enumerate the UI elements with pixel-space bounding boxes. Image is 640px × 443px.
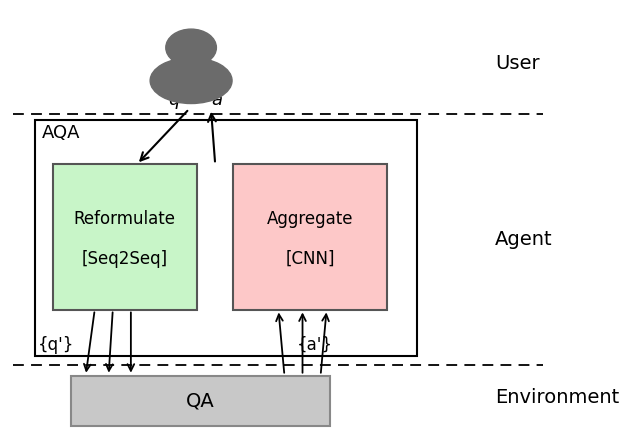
Bar — [35, 120, 417, 356]
Text: Environment: Environment — [495, 388, 620, 407]
Text: {a'}: {a'} — [296, 336, 333, 354]
Text: AQA: AQA — [42, 124, 81, 143]
Text: [Seq2Seq]: [Seq2Seq] — [82, 250, 168, 268]
Text: q: q — [168, 91, 180, 109]
Text: {q'}: {q'} — [38, 336, 74, 354]
Bar — [70, 376, 330, 426]
Text: User: User — [495, 54, 540, 73]
Bar — [233, 164, 387, 310]
Bar — [52, 164, 197, 310]
Text: [CNN]: [CNN] — [285, 250, 335, 268]
Ellipse shape — [150, 58, 232, 104]
Circle shape — [166, 29, 216, 66]
Text: Aggregate: Aggregate — [267, 210, 353, 228]
Text: QA: QA — [186, 392, 214, 410]
Text: Reformulate: Reformulate — [74, 210, 176, 228]
Text: Agent: Agent — [495, 229, 553, 249]
Text: a: a — [211, 91, 223, 109]
